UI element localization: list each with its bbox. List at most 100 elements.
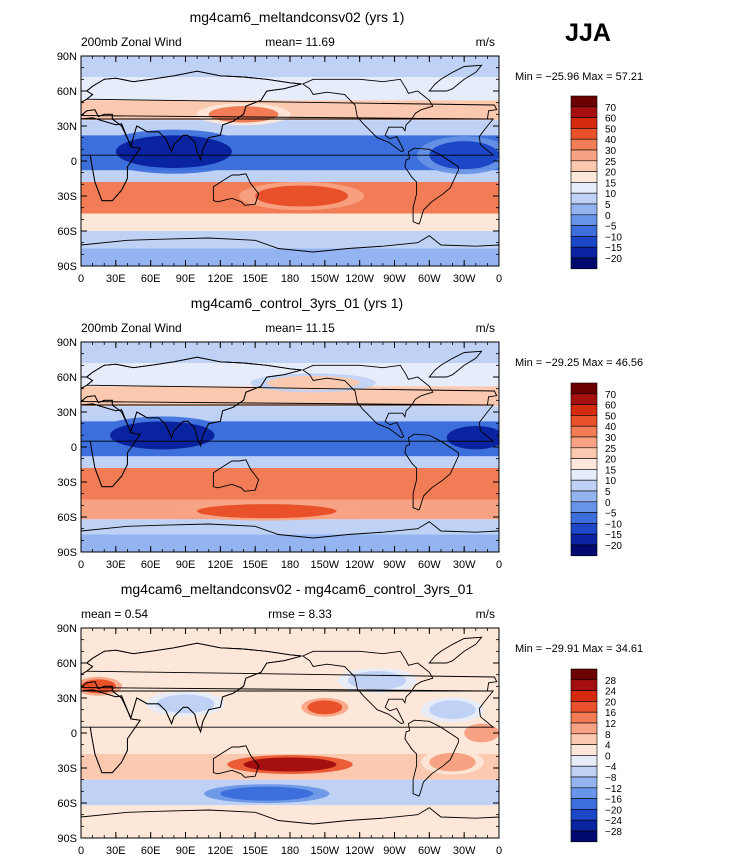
- coastline: [428, 64, 483, 92]
- panel-center-label: mean= 11.69: [265, 35, 335, 49]
- colorbar-swatch: [570, 668, 598, 681]
- panel-center-label: mean= 11.15: [265, 321, 335, 335]
- colorbar-swatch: [570, 733, 598, 745]
- colorbar-label: −20: [605, 254, 622, 265]
- colorbar-label: 20: [605, 455, 617, 466]
- coastline: [212, 459, 260, 492]
- panel-units: m/s: [476, 321, 495, 335]
- coastline: [81, 807, 499, 838]
- colorbar-label: 50: [605, 124, 617, 135]
- colorbar-swatch: [570, 819, 598, 832]
- colorbar-label: 0: [605, 211, 611, 222]
- colorbar-label: 15: [605, 465, 617, 476]
- y-tick-label: 60N: [57, 658, 77, 670]
- colorbar-swatch: [570, 160, 598, 172]
- y-tick-label: 0: [71, 442, 77, 454]
- colorbar-label: −10: [605, 519, 622, 530]
- field-feature: [197, 504, 337, 519]
- panel-center-label: rmse = 8.33: [268, 607, 332, 621]
- colorbar-label: −15: [605, 530, 622, 541]
- coastline: [301, 650, 434, 725]
- panel-units: m/s: [476, 607, 495, 621]
- coastline: [81, 117, 141, 202]
- coastline: [301, 78, 434, 153]
- x-tick-label: 30W: [453, 559, 476, 571]
- x-tick-label: 120E: [207, 559, 233, 571]
- colorbar-swatch: [570, 523, 598, 535]
- colorbar-label: −16: [605, 795, 622, 806]
- colorbar-label: 20: [605, 168, 617, 179]
- x-tick-label: 90E: [176, 273, 196, 285]
- x-tick-label: 120E: [207, 273, 233, 285]
- colorbar-label: 28: [605, 676, 617, 687]
- colorbar-swatch: [570, 490, 598, 503]
- colorbar-swatch: [570, 701, 598, 713]
- x-tick-label: 60W: [418, 845, 441, 857]
- y-tick-label: 30S: [57, 763, 77, 775]
- colorbar-label: 15: [605, 178, 617, 189]
- colorbar-swatch: [570, 776, 598, 789]
- y-tick-label: 90N: [57, 337, 77, 349]
- colorbar-swatch: [570, 744, 598, 756]
- colorbar-label: 4: [605, 741, 611, 752]
- field-band: [81, 231, 499, 249]
- colorbar-label: 25: [605, 444, 617, 455]
- x-tick-label: 0: [496, 559, 502, 571]
- x-tick-label: 120W: [345, 273, 374, 285]
- x-tick-label: 180: [281, 559, 299, 571]
- colorbar-swatch: [570, 679, 598, 691]
- coastline: [428, 636, 483, 664]
- colorbar-label: −12: [605, 784, 622, 795]
- colorbar-swatch: [570, 138, 598, 151]
- map-field: [81, 342, 499, 552]
- y-tick-label: 0: [71, 728, 77, 740]
- colorbar-label: 70: [605, 390, 617, 401]
- x-tick-label: 150W: [310, 845, 339, 857]
- field-feature: [446, 426, 499, 450]
- min-max-label: Min = −25.96 Max = 57.21: [515, 71, 643, 83]
- coastline: [428, 350, 483, 378]
- colorbar-swatch: [570, 469, 598, 481]
- colorbar-swatch: [570, 415, 598, 427]
- x-tick-label: 150E: [242, 559, 268, 571]
- colorbar-label: 0: [605, 498, 611, 509]
- colorbar-label: 50: [605, 411, 617, 422]
- x-tick-label: 30E: [106, 845, 126, 857]
- colorbar-swatch: [570, 809, 598, 821]
- y-tick-label: 60S: [57, 512, 77, 524]
- y-tick-label: 30N: [57, 121, 77, 133]
- colorbar-swatch: [570, 117, 598, 129]
- field-feature: [429, 700, 476, 720]
- colorbar-label: 30: [605, 433, 617, 444]
- colorbar-swatch: [570, 690, 598, 702]
- x-tick-label: 0: [78, 559, 84, 571]
- coastline: [212, 173, 260, 206]
- panel-2: mg4cam6_control_3yrs_01 (yrs 1) 200mb Zon…: [57, 295, 643, 571]
- x-tick-label: 30E: [106, 559, 126, 571]
- colorbar-swatch: [570, 436, 598, 449]
- colorbar-swatch: [570, 257, 598, 270]
- coastline: [81, 235, 499, 266]
- colorbar-swatch: [570, 787, 598, 799]
- colorbar-swatch: [570, 512, 598, 524]
- x-tick-label: 60E: [141, 273, 161, 285]
- colorbar-swatch: [570, 171, 598, 183]
- y-tick-label: 90N: [57, 51, 77, 63]
- season-label: JJA: [565, 19, 611, 47]
- x-tick-label: 150E: [242, 845, 268, 857]
- y-tick-label: 30N: [57, 693, 77, 705]
- colorbar-swatch: [570, 501, 598, 513]
- x-tick-label: 180: [281, 845, 299, 857]
- colorbar-swatch: [570, 425, 598, 438]
- colorbar-label: 24: [605, 687, 617, 698]
- field-feature: [464, 723, 499, 743]
- map-field: [81, 628, 499, 838]
- y-tick-label: 30S: [57, 477, 77, 489]
- colorbar-swatch: [570, 236, 598, 248]
- colorbar-label: −4: [605, 762, 617, 773]
- colorbar-label: −20: [605, 805, 622, 816]
- coastline: [301, 364, 434, 439]
- colorbar-swatch: [570, 382, 598, 395]
- panel-1: mg4cam6_meltandconsv02 (yrs 1) 200mb Zona…: [57, 9, 643, 285]
